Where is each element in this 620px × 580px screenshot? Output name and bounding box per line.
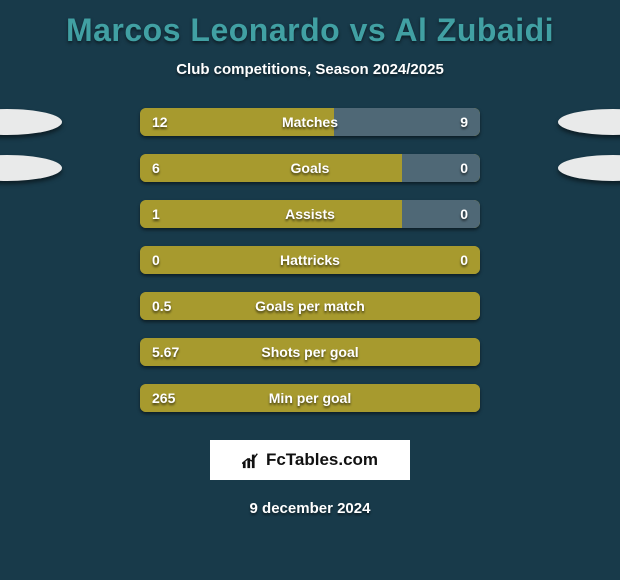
stat-value-p1: 0 — [152, 252, 160, 268]
stat-row: 0 0 Hattricks — [140, 246, 480, 274]
stat-row: 5.67 Shots per goal — [140, 338, 480, 366]
stat-value-p2: 0 — [460, 252, 468, 268]
player-ellipse-right — [558, 155, 620, 181]
stat-fill-p2 — [402, 154, 480, 182]
stat-fill-p2 — [402, 200, 480, 228]
stat-label: Assists — [285, 206, 335, 222]
stat-value-p2: 9 — [460, 114, 468, 130]
stat-row: 0.5 Goals per match — [140, 292, 480, 320]
report-date: 9 december 2024 — [0, 500, 620, 517]
stat-row: 6 0 Goals — [140, 154, 480, 182]
stat-value-p2: 0 — [460, 206, 468, 222]
stat-row: 1 0 Assists — [140, 200, 480, 228]
stat-value-p1: 1 — [152, 206, 160, 222]
subtitle: Club competitions, Season 2024/2025 — [0, 61, 620, 78]
stat-label: Shots per goal — [261, 344, 358, 360]
chart-icon — [242, 451, 260, 469]
stat-row: 265 Min per goal — [140, 384, 480, 412]
comparison-area: 12 9 Matches 6 0 Goals 1 0 Assists 0 0 Hattricks 0.5… — [0, 108, 620, 412]
page-title: Marcos Leonardo vs Al Zubaidi — [0, 0, 620, 49]
stat-fill-p1 — [140, 154, 402, 182]
stat-fill-p2 — [334, 108, 480, 136]
stat-value-p1: 0.5 — [152, 298, 171, 314]
stat-value-p1: 6 — [152, 160, 160, 176]
brand-logo: FcTables.com — [210, 440, 410, 480]
player-ellipse-left — [0, 109, 62, 135]
stat-fill-p1 — [140, 200, 402, 228]
stat-value-p1: 12 — [152, 114, 168, 130]
stat-bars: 12 9 Matches 6 0 Goals 1 0 Assists 0 0 Hattricks 0.5… — [140, 108, 480, 412]
stat-row: 12 9 Matches — [140, 108, 480, 136]
stat-label: Matches — [282, 114, 338, 130]
stat-label: Goals per match — [255, 298, 365, 314]
stat-value-p1: 5.67 — [152, 344, 179, 360]
player-ellipse-left — [0, 155, 62, 181]
stat-value-p1: 265 — [152, 390, 175, 406]
stat-value-p2: 0 — [460, 160, 468, 176]
player-ellipse-right — [558, 109, 620, 135]
stat-label: Min per goal — [269, 390, 351, 406]
stat-label: Hattricks — [280, 252, 340, 268]
stat-label: Goals — [291, 160, 330, 176]
brand-text: FcTables.com — [266, 450, 378, 470]
